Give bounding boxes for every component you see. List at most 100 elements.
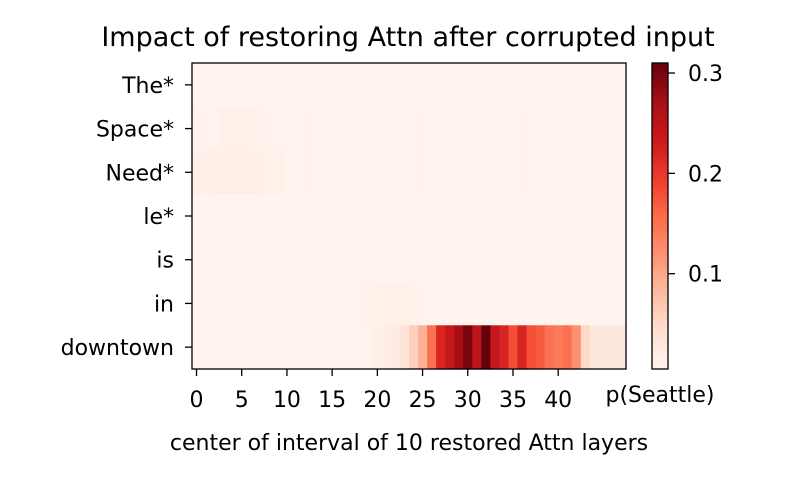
heatmap-cell (399, 325, 410, 370)
x-tick-label: 15 (318, 388, 346, 413)
heatmap-cell (201, 63, 211, 108)
heatmap-cell (580, 194, 591, 239)
heatmap-cell (418, 106, 428, 152)
heatmap-cell (472, 237, 482, 283)
heatmap-cell (246, 281, 256, 326)
heatmap-cell (318, 237, 329, 283)
heatmap-cell (517, 63, 528, 108)
heatmap-cell (508, 150, 519, 195)
heatmap-cell (246, 150, 256, 195)
heatmap-cell (472, 106, 482, 152)
heatmap-cell (372, 325, 383, 370)
heatmap-cell (372, 194, 383, 239)
heatmap-cell (309, 325, 320, 370)
heatmap-cell (336, 281, 347, 326)
heatmap-cell (372, 237, 383, 283)
heatmap-cell (607, 194, 618, 239)
heatmap-cell (616, 281, 627, 326)
heatmap-cell (291, 106, 302, 152)
heatmap-cell (427, 194, 437, 239)
heatmap-cell (210, 194, 220, 239)
heatmap-cell (436, 237, 446, 283)
heatmap-cell (363, 150, 374, 195)
heatmap-cell (192, 63, 202, 108)
heatmap-cell (553, 150, 564, 195)
heatmap-cell (526, 325, 537, 370)
heatmap-cell (508, 281, 519, 326)
heatmap-cell (255, 194, 265, 239)
heatmap-cell (228, 237, 238, 283)
heatmap-cell (553, 106, 564, 152)
heatmap-cell (481, 281, 491, 326)
heatmap-cell (300, 237, 311, 283)
colorbar-ticks: 0.1 0.2 0.3 (668, 62, 723, 288)
heatmap-cell (264, 106, 274, 152)
heatmap-cell (580, 106, 591, 152)
heatmap-cell (472, 194, 482, 239)
heatmap-cell (390, 325, 401, 370)
heatmap-cell (363, 194, 374, 239)
heatmap-cell (499, 150, 510, 195)
heatmap-cell (517, 194, 528, 239)
x-tick-label: 10 (273, 388, 301, 413)
heatmap-cell (463, 325, 473, 370)
heatmap-cell (535, 63, 546, 108)
heatmap-cell (210, 106, 220, 152)
heatmap-cell (535, 194, 546, 239)
heatmap-cell (490, 281, 501, 326)
heatmap-cell (436, 106, 446, 152)
heatmap-cell (318, 194, 329, 239)
heatmap-cell (472, 63, 482, 108)
heatmap-cell (273, 325, 284, 370)
heatmap-cell (282, 63, 293, 108)
y-axis: The* Space* Need* le* is in downtown (61, 74, 192, 361)
heatmap-cell (345, 150, 356, 195)
heatmap-cell (291, 194, 302, 239)
heatmap-cell (445, 63, 455, 108)
heatmap-cell (192, 325, 202, 370)
heatmap-cell (472, 281, 482, 326)
heatmap-cell (571, 150, 582, 195)
heatmap-cell (553, 63, 564, 108)
heatmap-cell (589, 106, 600, 152)
heatmap-cell (526, 237, 537, 283)
heatmap-cell (264, 237, 274, 283)
heatmap-cell (327, 150, 338, 195)
heatmap-cell (409, 325, 419, 370)
heatmap-cell (237, 63, 247, 108)
heatmap-cell (490, 106, 501, 152)
heatmap-cell (490, 325, 501, 370)
heatmap-cell (228, 63, 238, 108)
heatmap-cell (436, 150, 446, 195)
colorbar (652, 63, 668, 369)
heatmap-cell (463, 237, 473, 283)
heatmap-cell (535, 325, 546, 370)
heatmap-cell (192, 237, 202, 283)
heatmap-cell (246, 63, 256, 108)
heatmap-cell (562, 325, 573, 370)
heatmap-cell (273, 281, 284, 326)
heatmap-cell (517, 106, 528, 152)
heatmap-cell (399, 150, 410, 195)
heatmap-cell (481, 63, 491, 108)
heatmap-cell (616, 106, 627, 152)
heatmap-cell (544, 194, 555, 239)
heatmap-cell (291, 325, 302, 370)
heatmap-cell (562, 63, 573, 108)
heatmap-cell (327, 237, 338, 283)
heatmap-cell (571, 194, 582, 239)
heatmap-cell (598, 63, 609, 108)
heatmap-cell (535, 281, 546, 326)
heatmap-cell (309, 237, 320, 283)
heatmap-cell (273, 237, 284, 283)
heatmap-cell (318, 106, 329, 152)
heatmap-cell (264, 194, 274, 239)
heatmap-cell (526, 194, 537, 239)
heatmap-cell (526, 281, 537, 326)
heatmap-cell (300, 194, 311, 239)
heatmap-cell (345, 237, 356, 283)
heatmap-cell (390, 237, 401, 283)
heatmap-cell (427, 237, 437, 283)
heatmap-cell (607, 106, 618, 152)
heatmap-cell (399, 106, 410, 152)
